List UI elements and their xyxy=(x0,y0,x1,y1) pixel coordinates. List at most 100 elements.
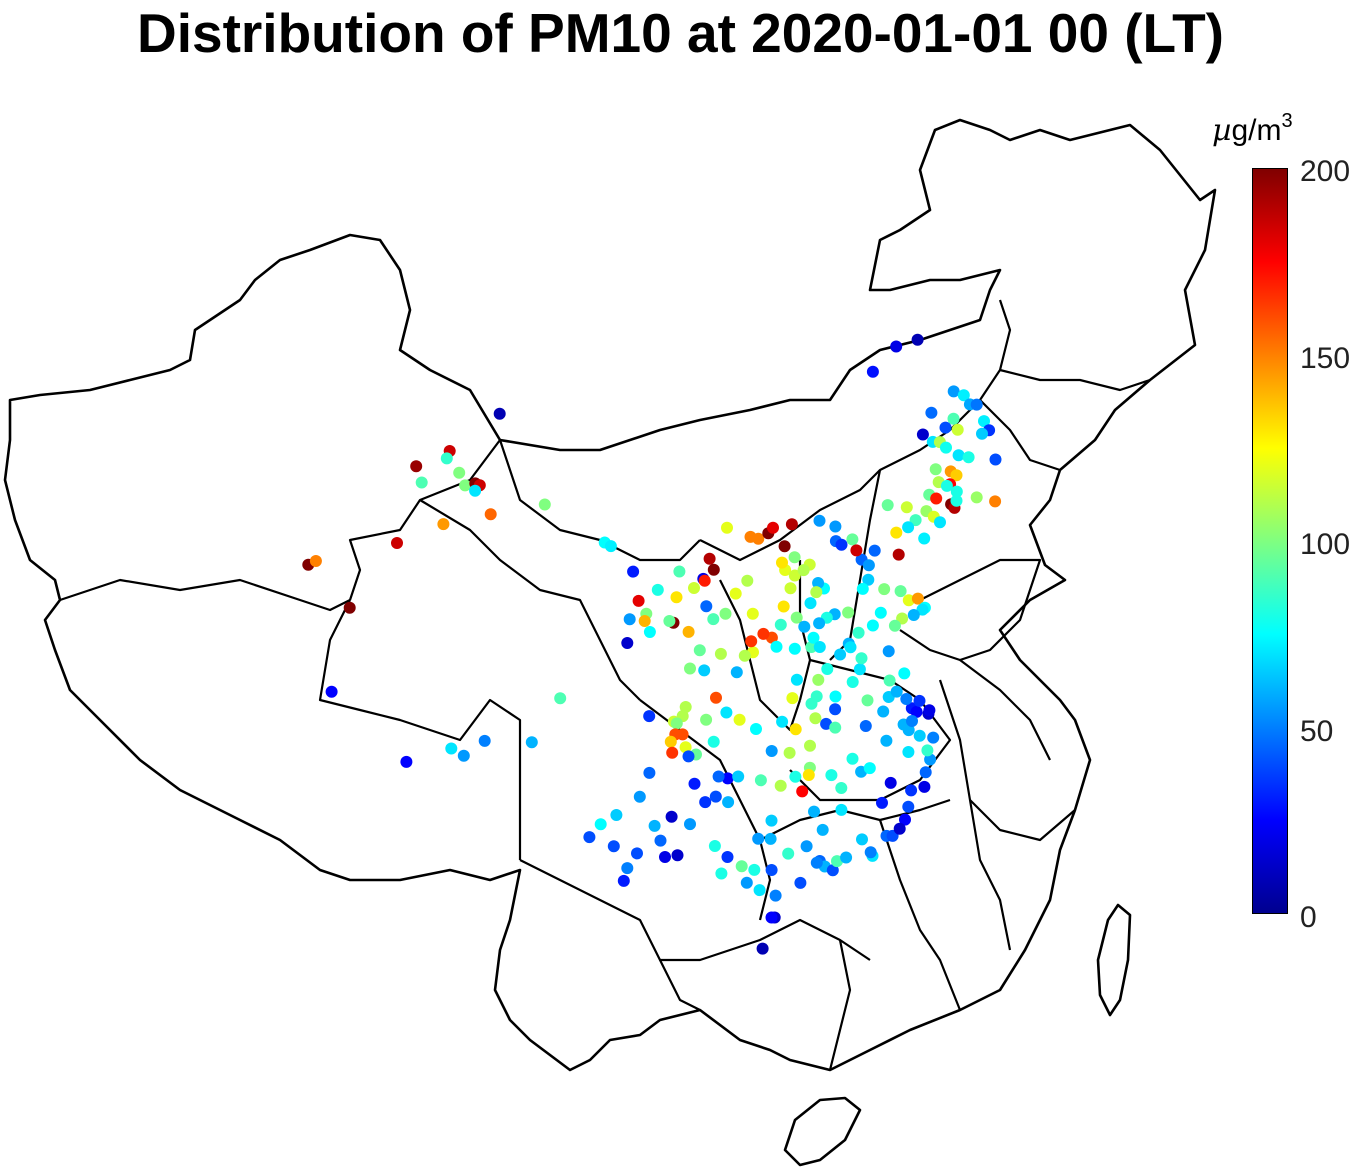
province-border-jiangxi-fujian xyxy=(968,799,1012,951)
station-point-137 xyxy=(309,555,322,567)
station-point-241 xyxy=(789,770,802,783)
province-border-heilongjiang-jilin xyxy=(999,368,1151,392)
station-point-44 xyxy=(868,544,881,557)
station-point-120 xyxy=(698,664,711,677)
station-point-262 xyxy=(821,663,834,675)
station-point-232 xyxy=(825,769,838,782)
province-border-anhui-zhejiang xyxy=(938,679,1076,842)
station-point-234 xyxy=(863,762,876,775)
station-point-239 xyxy=(796,785,809,798)
station-point-288 xyxy=(924,753,937,766)
station-point-291 xyxy=(906,715,918,727)
station-point-32 xyxy=(930,492,943,505)
station-point-21 xyxy=(929,463,942,476)
station-point-25 xyxy=(950,485,963,498)
station-point-144 xyxy=(459,479,472,492)
station-point-124 xyxy=(623,613,636,626)
station-point-174 xyxy=(709,790,722,803)
station-point-40 xyxy=(934,516,946,529)
station-point-148 xyxy=(484,508,497,521)
station-point-157 xyxy=(670,717,683,730)
colorbar-unit-exponent: 3 xyxy=(1281,110,1293,132)
province-border-xinjiang-gansu xyxy=(348,439,501,601)
station-point-112 xyxy=(730,666,743,679)
station-point-256 xyxy=(813,617,826,630)
station-point-166 xyxy=(720,706,733,719)
station-point-243 xyxy=(754,774,767,787)
station-point-135 xyxy=(325,685,338,698)
province-border-jiangsu xyxy=(959,659,1051,761)
station-point-109 xyxy=(738,649,751,662)
station-point-211 xyxy=(826,864,839,877)
station-point-168 xyxy=(733,713,746,726)
colorbar-tick-100: 100 xyxy=(1300,528,1351,561)
province-border-neimenggu-east xyxy=(699,299,1012,562)
province-border-xinjiang-tibet xyxy=(59,578,351,612)
station-point-287 xyxy=(902,746,915,758)
station-point-270 xyxy=(859,720,872,732)
station-point-84 xyxy=(778,540,791,553)
station-point-51 xyxy=(894,585,907,598)
station-point-260 xyxy=(812,673,825,686)
station-point-43 xyxy=(918,532,931,545)
station-point-10 xyxy=(947,412,960,425)
province-border-yunnan-guangxi xyxy=(659,959,701,1011)
station-point-222 xyxy=(876,796,888,809)
station-point-187 xyxy=(631,847,643,860)
colorbar-tick-50: 50 xyxy=(1300,715,1334,748)
station-point-105 xyxy=(741,574,754,587)
station-point-90 xyxy=(846,533,859,546)
station-point-58 xyxy=(888,619,901,632)
station-point-41 xyxy=(890,526,903,539)
station-point-195 xyxy=(735,860,748,873)
station-point-265 xyxy=(770,640,783,653)
station-point-276 xyxy=(910,705,923,718)
station-point-217 xyxy=(840,851,853,864)
station-point-167 xyxy=(710,691,722,704)
station-point-23 xyxy=(950,469,963,482)
station-point-274 xyxy=(890,685,903,698)
station-point-27 xyxy=(989,495,1002,508)
station-point-171 xyxy=(633,790,646,803)
station-point-230 xyxy=(846,752,859,765)
station-point-95 xyxy=(703,552,716,565)
station-point-128 xyxy=(604,540,617,553)
station-point-159 xyxy=(676,728,689,741)
station-point-63 xyxy=(842,606,855,619)
station-point-150 xyxy=(538,498,551,511)
station-point-180 xyxy=(722,796,735,809)
station-point-123 xyxy=(638,615,651,627)
station-point-149 xyxy=(437,518,450,531)
station-point-245 xyxy=(820,717,833,730)
station-point-141 xyxy=(410,460,423,473)
station-point-4 xyxy=(957,389,970,402)
station-point-165 xyxy=(700,713,713,726)
station-point-175 xyxy=(721,772,734,785)
station-point-3 xyxy=(947,385,960,398)
station-point-34 xyxy=(940,479,953,492)
province-border-shanxi-shaanxi xyxy=(798,560,812,701)
taiwan-outline xyxy=(1096,903,1132,1017)
station-point-238 xyxy=(783,746,796,759)
station-point-18 xyxy=(952,449,965,462)
station-point-179 xyxy=(684,818,696,831)
station-point-138 xyxy=(343,601,356,614)
station-point-49 xyxy=(856,582,869,595)
station-point-172 xyxy=(682,750,695,763)
chart-title: Distribution of PM10 at 2020-01-01 00 (L… xyxy=(136,2,1224,64)
station-point-151 xyxy=(493,407,506,420)
station-point-244 xyxy=(765,745,778,757)
station-point-255 xyxy=(788,642,801,655)
station-point-215 xyxy=(794,876,807,889)
station-point-186 xyxy=(607,840,620,853)
station-point-194 xyxy=(765,814,778,827)
station-point-227 xyxy=(893,822,906,835)
colorbar-tick-200: 200 xyxy=(1300,155,1351,188)
station-point-86 xyxy=(813,514,826,527)
station-point-286 xyxy=(919,766,932,779)
station-point-177 xyxy=(712,770,725,783)
station-point-161 xyxy=(666,746,679,759)
province-border-jilin-liaoning xyxy=(979,399,1061,472)
station-point-200 xyxy=(782,847,795,860)
station-point-53 xyxy=(911,592,924,605)
